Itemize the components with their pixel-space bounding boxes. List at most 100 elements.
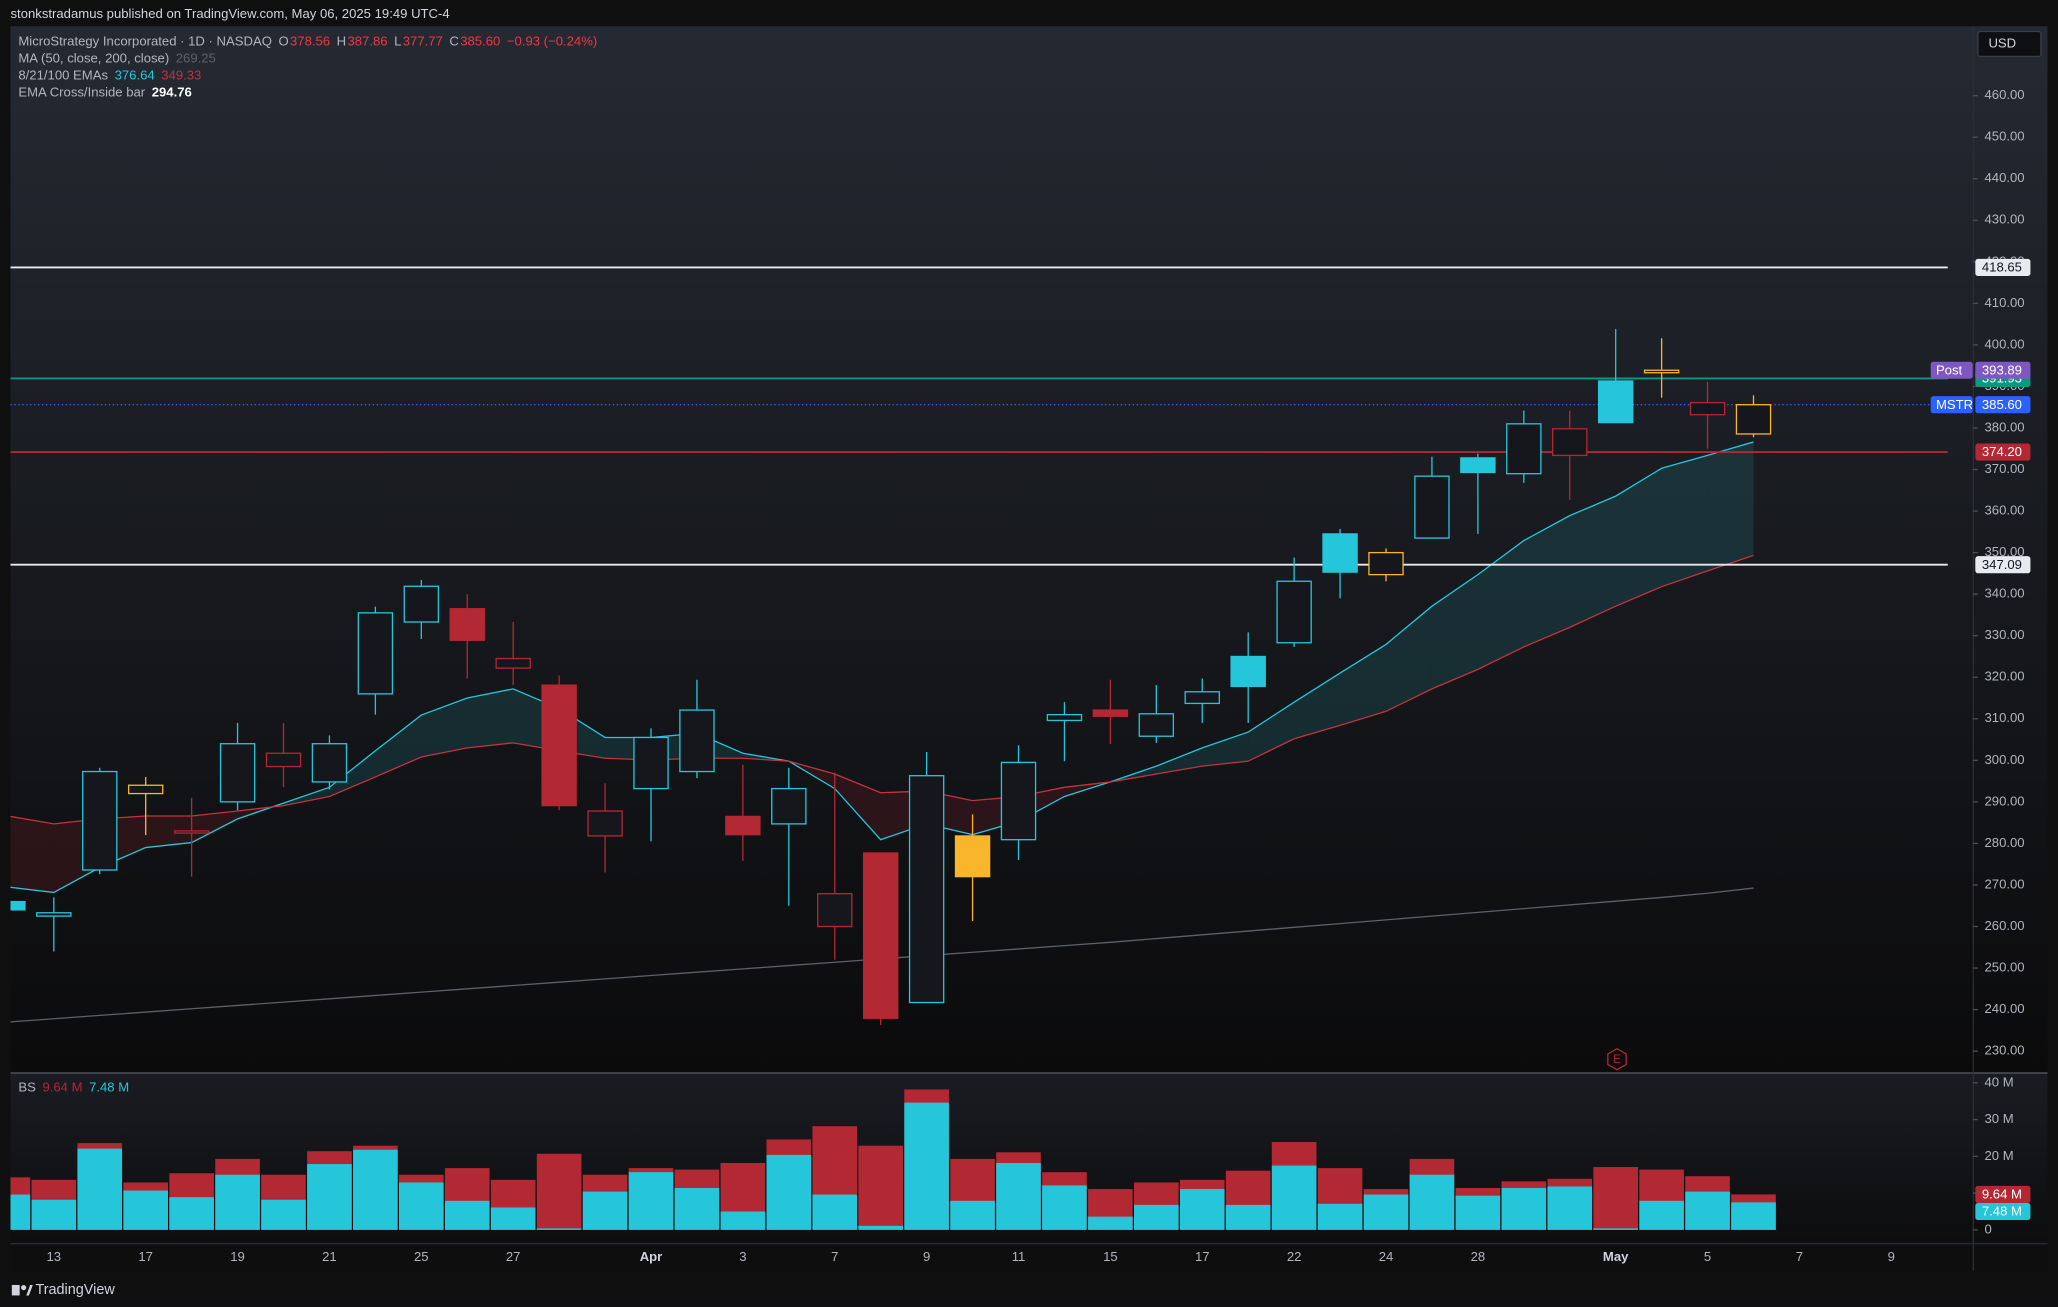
ema-fill [1523,515,1570,647]
ohlc-key: L [394,33,401,48]
candle-body [82,770,118,871]
x-tick-label: 17 [138,1249,153,1264]
y-tick-label: 240.00 [1985,1001,2025,1016]
indicator-name: EMA Cross/Inside bar [18,85,145,100]
candle-body [725,815,761,836]
x-tick-label: 7 [831,1249,838,1264]
volume-bar [31,1199,77,1230]
y-tick-label: 20 M [1985,1148,2014,1163]
candle-body [219,743,256,803]
candle-body [1276,580,1312,644]
price-plot [10,266,1973,1025]
x-tick-label: 13 [47,1249,62,1264]
volume-bar [1731,1202,1776,1230]
volume-bar [261,1199,306,1230]
volume-bar [1593,1167,1638,1230]
y-tick-label: 280.00 [1985,835,2025,850]
volume-bar [490,1207,536,1230]
price-pane [10,26,2048,1073]
volume-bar [1501,1187,1547,1230]
volume-bar [353,1149,398,1230]
volume-bar [1134,1204,1179,1230]
x-tick-label: 27 [506,1249,521,1264]
indicator-name: 8/21/100 EMAs [18,68,108,83]
candle-body [357,612,394,695]
indicator-line [10,554,1754,825]
candle-body [173,830,210,834]
post-badge [1975,361,2031,379]
y-tick-label: 410.00 [1985,295,2025,310]
y-tick-label: 360.00 [1985,503,2025,518]
level-badge [1975,443,2031,461]
candle-body [449,608,485,641]
y-tick-label: 300.00 [1985,752,2025,767]
volume-name: BS [18,1080,36,1095]
y-tick-label: 0 [1985,1221,1992,1236]
ema-fill [1202,732,1249,767]
y-tick-label: 430.00 [1985,212,2025,227]
volume-bar [1409,1174,1455,1230]
candle-body [587,810,623,837]
volume-bar [1455,1195,1501,1230]
ema-fill [1707,441,1754,571]
y-tick-label: 400.00 [1985,336,2025,351]
ema-fill [467,688,514,748]
candle-body [541,684,577,807]
indicator-value: 349.33 [161,68,201,83]
candle-body [311,743,348,783]
ema-fill [1294,673,1341,739]
volume-bar [950,1200,995,1230]
currency[interactable]: USD [1988,35,2016,50]
candle-body [403,585,440,623]
y-tick-label: 460.00 [1985,87,2025,102]
y-tick-label: 450.00 [1985,129,2025,144]
x-tick-label: 25 [414,1249,429,1264]
level-badge [1975,258,2031,276]
y-tick-label: 340.00 [1985,586,2025,601]
volume-bar [904,1102,949,1230]
earnings-label: E [1613,1052,1621,1066]
ema-fill [1661,455,1708,587]
ema-fill [329,750,376,797]
y-tick-label: 40 M [1985,1074,2014,1089]
x-tick-label: 3 [739,1249,746,1264]
level-label: 347.09 [1982,557,2022,572]
candle-body [1689,401,1726,416]
volume-bar [720,1211,766,1230]
volume-bar [1179,1189,1225,1230]
x-tick-label: 15 [1103,1249,1118,1264]
x-tick-label: 22 [1287,1249,1302,1264]
x-tick-label: 9 [923,1249,930,1264]
volume-bar [10,1194,31,1230]
volume-bar [628,1172,674,1230]
ema-fill [10,816,54,893]
volume-badge [1975,1185,2031,1203]
volume-bar [1593,1228,1638,1230]
candle-body [1000,761,1037,841]
currency-button[interactable] [1977,30,2042,58]
volume-label: 7.48 M [1982,1204,2022,1219]
volume-bar [123,1190,168,1230]
candle-body [817,893,853,928]
y-tick-label: 260.00 [1985,918,2025,933]
volume-bar [766,1154,812,1230]
volume-bar [215,1174,260,1230]
volume-bar [858,1225,903,1230]
candle-body [1414,475,1450,539]
x-tick-label: Apr [640,1249,663,1264]
ema-fill [191,811,238,843]
candle-body [862,852,899,1019]
volume-bar [307,1164,352,1230]
candle-body [1184,691,1220,705]
volume-bar [1363,1194,1409,1230]
y-tick-label: 290.00 [1985,793,2025,808]
y-tick-label: 310.00 [1985,710,2025,725]
volume-bar [536,1228,582,1230]
candle-body [1092,709,1129,717]
ohlc-value: 387.86 [347,33,387,48]
candle-body [1506,423,1542,475]
ema-fill [1340,644,1386,726]
volume-bar [169,1197,214,1230]
volume-bar [1042,1185,1087,1230]
